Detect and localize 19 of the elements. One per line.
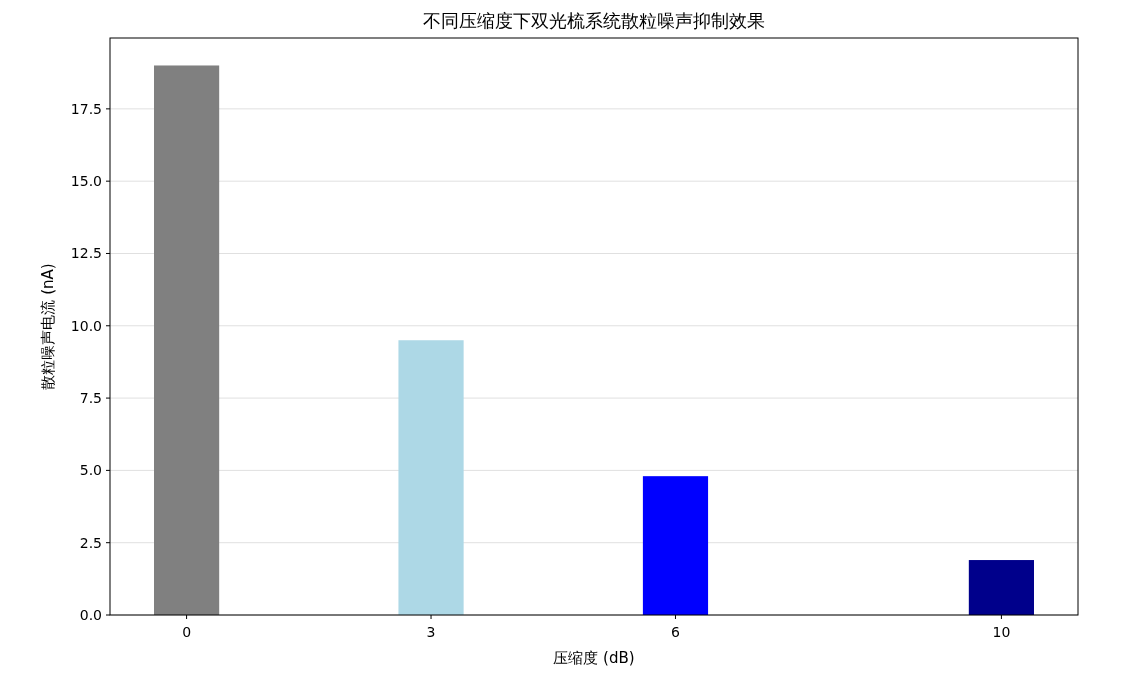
y-tick-label: 10.0 [70, 317, 102, 334]
y-tick-label: 15.0 [70, 173, 102, 190]
y-axis-title: 散粒噪声电流 (nA) [39, 263, 57, 390]
x-axis-title: 压缩度 (dB) [553, 649, 635, 667]
bar [642, 476, 709, 615]
x-tick-label: 3 [426, 624, 436, 640]
x-tick-label: 0 [182, 624, 192, 640]
y-tick-label: 5.0 [79, 462, 102, 479]
bar [968, 560, 1034, 615]
x-tick-label: 6 [671, 624, 681, 640]
y-tick-label: 2.5 [79, 534, 102, 551]
y-tick-label: 0.0 [79, 607, 102, 623]
y-tick-label: 17.5 [70, 100, 102, 117]
bar [398, 340, 464, 615]
x-tick-label: 10 [992, 624, 1011, 640]
y-tick-label: 7.5 [79, 390, 102, 407]
bar [154, 65, 220, 615]
chart-title: 不同压缩度下双光梳系统散粒噪声抑制效果 [423, 10, 765, 31]
y-tick-label: 12.5 [70, 245, 102, 262]
